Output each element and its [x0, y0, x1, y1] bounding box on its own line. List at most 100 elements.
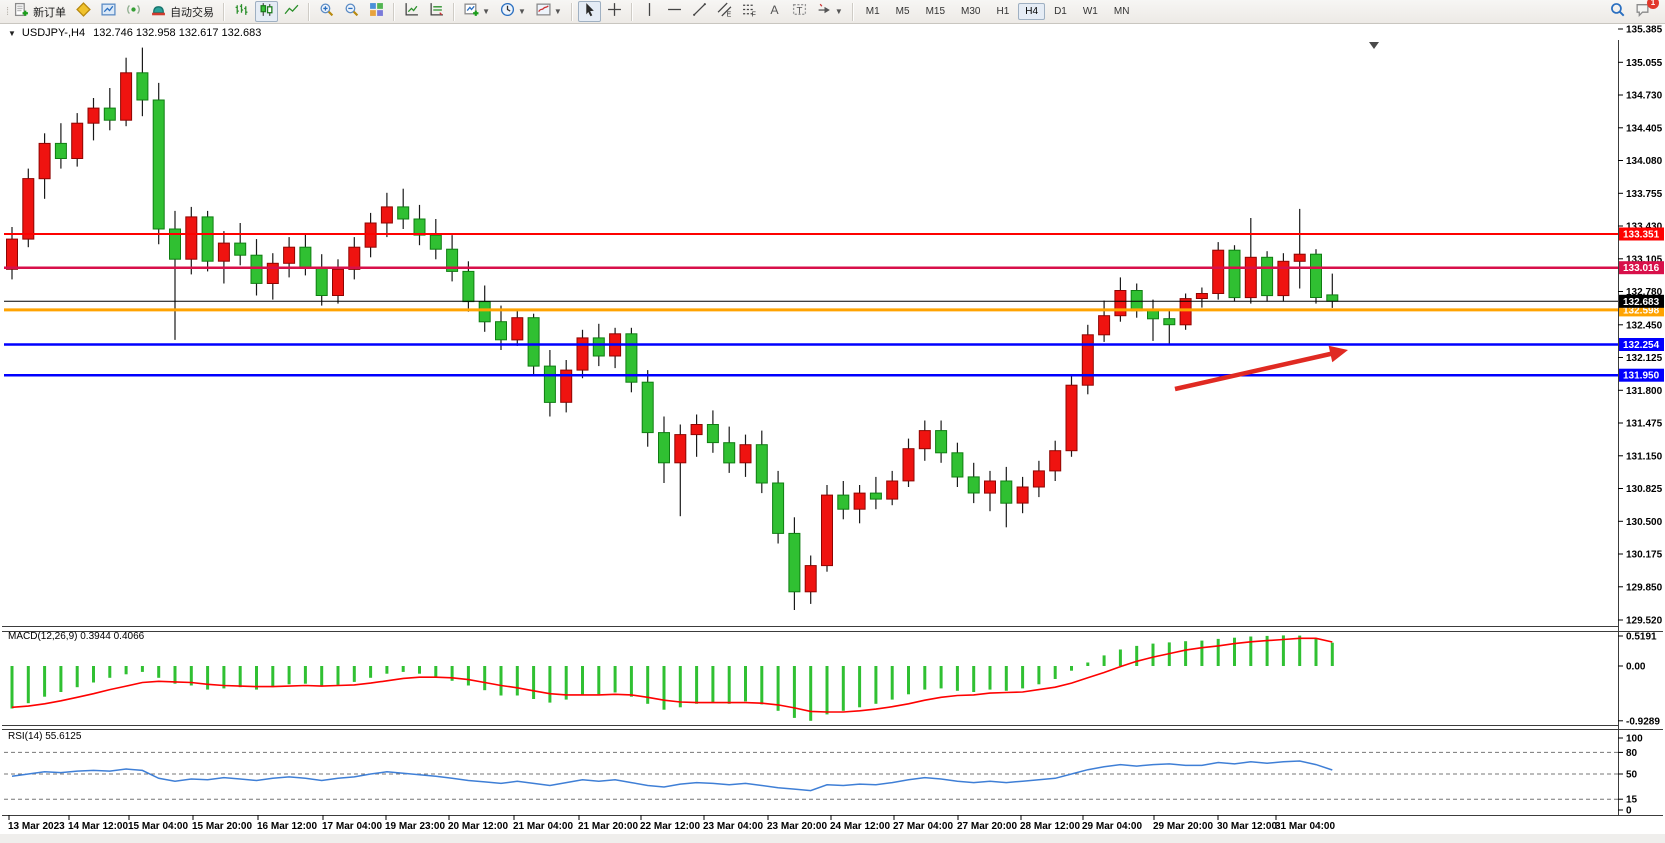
chevron-down-icon: ▼ — [517, 7, 526, 16]
line-chart-button[interactable] — [280, 1, 303, 22]
svg-text:E: E — [726, 11, 731, 17]
svg-text:29 Mar 04:00: 29 Mar 04:00 — [1082, 821, 1142, 832]
signals-button[interactable] — [122, 1, 145, 22]
market-icon — [101, 2, 116, 22]
text-a-icon: A — [767, 2, 782, 22]
chevron-down-icon: ▼ — [834, 7, 843, 16]
chat-button[interactable]: 1 — [1631, 0, 1659, 22]
text-label-button[interactable]: T — [788, 1, 811, 22]
svg-text:23 Mar 20:00: 23 Mar 20:00 — [767, 821, 827, 832]
timeframe-W1[interactable]: W1 — [1082, 6, 1098, 17]
signal-icon — [126, 2, 141, 22]
search-icon — [1610, 2, 1625, 22]
svg-text:131.800: 131.800 — [1626, 386, 1663, 397]
bars-icon — [234, 2, 249, 22]
timeframe-M30[interactable]: M30 — [961, 6, 981, 17]
timeframe-MN[interactable]: MN — [1113, 6, 1130, 17]
auto-trading-button[interactable]: 自动交易 — [147, 1, 218, 22]
chart-shift-marker-icon[interactable] — [1369, 42, 1379, 49]
candles — [6, 47, 1339, 610]
chart-titlebar[interactable]: ▼ USDJPY-,H4 132.746 132.958 132.617 132… — [3, 25, 1203, 41]
candles-icon — [259, 2, 274, 22]
zoom-out-button[interactable] — [340, 1, 363, 22]
svg-text:29 Mar 20:00: 29 Mar 20:00 — [1153, 821, 1213, 832]
new-order-icon — [14, 2, 29, 22]
templates-button[interactable]: ▼ — [532, 1, 566, 22]
timeframe-D1[interactable]: D1 — [1054, 6, 1067, 17]
svg-text:A: A — [770, 2, 779, 16]
new-chart-button[interactable]: ▼ — [460, 1, 494, 22]
tile-windows-button[interactable] — [365, 1, 388, 22]
candlestick-button[interactable] — [255, 1, 279, 22]
indicator-window-button[interactable] — [425, 1, 448, 22]
svg-text:31 Mar 04:00: 31 Mar 04:00 — [1275, 821, 1335, 832]
crosshair-icon — [607, 2, 622, 22]
horizontal-line-button[interactable] — [663, 1, 686, 22]
timeframe-M1[interactable]: M1 — [865, 6, 880, 17]
svg-text:0: 0 — [1626, 806, 1632, 817]
toolbar-grip[interactable]: ⁞ — [6, 5, 9, 18]
svg-text:130.175: 130.175 — [1626, 550, 1663, 561]
arrow-object[interactable] — [1174, 345, 1348, 392]
svg-text:14 Mar 12:00: 14 Mar 12:00 — [68, 821, 128, 832]
rsi-axis[interactable]: 100 80 50 150 — [1618, 734, 1643, 817]
search-button[interactable] — [1606, 1, 1629, 22]
svg-text:80: 80 — [1626, 748, 1638, 759]
zoom-out-icon — [344, 2, 359, 22]
time-axis[interactable]: 13 Mar 2023 14 Mar 12:00 15 Mar 04:00 15 Ma… — [8, 815, 1335, 832]
timeframe-M15[interactable]: M15 — [925, 6, 946, 17]
svg-text:133.016: 133.016 — [1623, 263, 1660, 274]
rsi-panel — [4, 751, 1618, 800]
fibonacci-button[interactable]: F — [738, 1, 761, 22]
svg-text:132.598: 132.598 — [1623, 305, 1660, 316]
timeframe-M5[interactable]: M5 — [895, 6, 910, 17]
macd-panel — [10, 635, 1334, 721]
indicators-button[interactable] — [400, 1, 423, 22]
linechart-icon — [284, 2, 299, 22]
trendline-button[interactable] — [688, 1, 711, 22]
crosshair-button[interactable] — [603, 1, 626, 22]
cursor-button[interactable] — [577, 1, 601, 22]
notification-badge: 1 — [1647, 0, 1659, 9]
ind-list-icon — [404, 2, 419, 22]
market-watch-button[interactable] — [97, 1, 120, 22]
clock-icon — [500, 2, 515, 22]
zoom-in-button[interactable] — [315, 1, 338, 22]
template-icon — [536, 2, 551, 22]
price-axis[interactable]: 135.385 135.055 134.730 134.405 134.080 133.7… — [1618, 25, 1664, 627]
horizontal-line-objects[interactable] — [4, 233, 1618, 377]
bar-chart-button[interactable] — [230, 1, 253, 22]
svg-text:129.850: 129.850 — [1626, 582, 1663, 593]
svg-text:15 Mar 04:00: 15 Mar 04:00 — [128, 821, 188, 832]
svg-text:T: T — [796, 5, 802, 16]
arrows-button[interactable]: ▼ — [813, 1, 847, 22]
macd-axis[interactable]: 0.5191 0.00 -0.9289 — [1618, 632, 1660, 728]
svg-text:135.055: 135.055 — [1626, 58, 1663, 69]
svg-text:F: F — [751, 11, 755, 17]
timeframe-H1[interactable]: H1 — [996, 6, 1010, 17]
svg-text:132.125: 132.125 — [1626, 353, 1663, 364]
vertical-line-button[interactable] — [638, 1, 661, 22]
text-button[interactable]: A — [763, 1, 786, 22]
panel-borders — [2, 40, 1663, 816]
equidistant-channel-button[interactable]: E — [713, 1, 736, 22]
channel-icon: E — [717, 2, 732, 22]
svg-text:21 Mar 04:00: 21 Mar 04:00 — [513, 821, 573, 832]
svg-text:100: 100 — [1626, 734, 1643, 745]
quotes-button[interactable] — [72, 1, 95, 22]
timeframe-H4[interactable]: H4 — [1018, 3, 1046, 20]
periods-button[interactable]: ▼ — [496, 1, 530, 22]
chevron-down-icon: ▼ — [553, 7, 562, 16]
svg-text:50: 50 — [1626, 770, 1638, 781]
svg-text:133.351: 133.351 — [1623, 230, 1660, 241]
svg-text:13 Mar 2023: 13 Mar 2023 — [8, 821, 65, 832]
collapse-icon[interactable]: ▼ — [8, 28, 16, 38]
svg-text:132.683: 132.683 — [1623, 297, 1660, 308]
svg-text:132.780: 132.780 — [1626, 287, 1663, 298]
new-chart-icon — [464, 2, 479, 22]
new-order-button[interactable]: 新订单 — [10, 1, 70, 22]
cursor-icon — [582, 2, 597, 22]
trend-icon — [692, 2, 707, 22]
svg-text:-0.9289: -0.9289 — [1626, 716, 1660, 727]
